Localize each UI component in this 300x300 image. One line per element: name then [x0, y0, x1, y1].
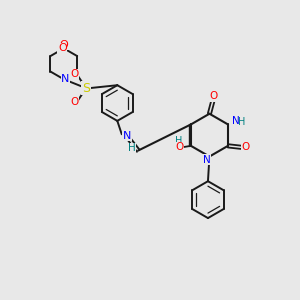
Text: O: O — [70, 69, 78, 79]
Text: O: O — [175, 142, 183, 152]
Text: O: O — [209, 91, 218, 101]
Text: N: N — [232, 116, 240, 127]
Text: O: O — [59, 40, 68, 50]
Text: N: N — [202, 154, 210, 164]
Text: O: O — [242, 142, 250, 152]
Text: H: H — [175, 136, 183, 146]
Text: S: S — [82, 82, 90, 95]
Text: O: O — [58, 44, 67, 53]
Text: N: N — [123, 131, 131, 141]
Text: H: H — [128, 143, 135, 153]
Text: N: N — [61, 74, 70, 84]
Text: O: O — [70, 97, 78, 107]
Text: H: H — [238, 117, 245, 127]
